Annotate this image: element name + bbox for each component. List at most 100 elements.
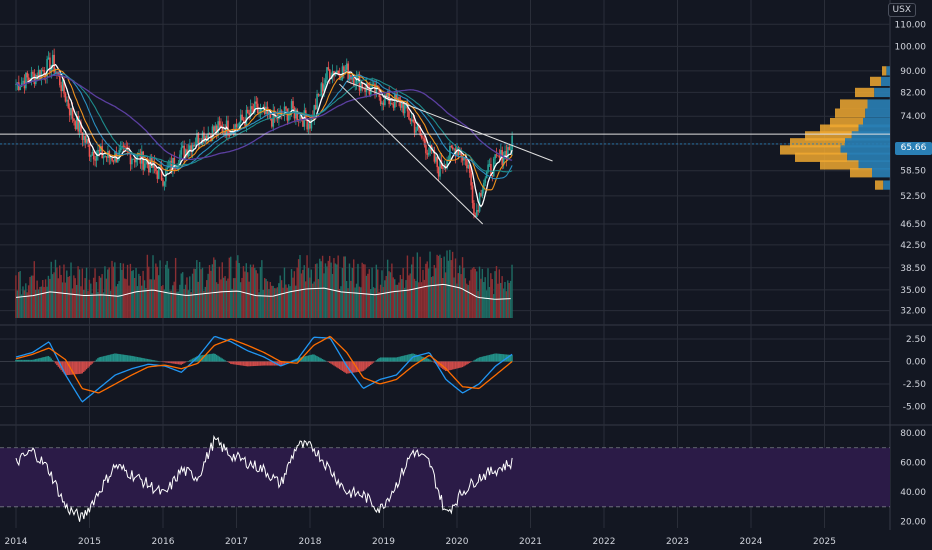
volume-bar [348,263,351,318]
candle-body [75,116,78,130]
candle-body [63,79,65,94]
candle-body [83,136,85,140]
volume-bar [263,278,266,318]
macd-histogram-bar [485,355,488,362]
macd-tick-label: -2.50 [903,380,927,390]
macd-histogram-bar [426,358,428,362]
candle-body [179,154,181,167]
volume-bar [422,269,424,318]
volume-bar [108,267,110,318]
candle-body [494,154,496,159]
candle-body [118,150,120,160]
macd-histogram-bar [386,357,389,362]
candle-body [418,124,420,129]
macd-histogram-bar [460,361,462,368]
volume-profile-bar [840,99,868,109]
macd-histogram-bar [365,361,368,369]
candle-body [408,111,410,119]
candle-body [173,157,176,169]
macd-histogram-bar [174,361,177,364]
macd-histogram-bar [364,361,366,370]
candle-body [433,150,436,162]
macd-histogram-bar [19,359,21,362]
macd-histogram-bar [508,354,510,362]
macd-histogram-bar [468,361,471,363]
candle-body [159,167,161,168]
volume-bar [139,275,141,318]
candle-body [221,126,224,133]
volume-bar [136,286,139,318]
candle-body [450,145,453,148]
macd-histogram-bar [91,361,93,364]
candle-body [300,115,303,121]
macd-histogram-bar [66,361,68,376]
volume-profile-bar [865,108,890,118]
candle-body [66,99,68,102]
candle-body [135,159,137,163]
macd-histogram-bar [456,361,458,369]
price-tick-label: 58.50 [900,167,926,177]
candle-body [306,119,308,130]
volume-profile-bar [851,131,890,141]
macd-histogram-bar [509,354,512,362]
macd-histogram-bar [40,357,43,362]
macd-histogram-bar [443,361,445,370]
macd-histogram-bar [124,354,126,362]
candle-body [252,109,255,112]
volume-bar [211,264,214,318]
candle-body [413,121,416,133]
macd-histogram-bar [377,359,379,362]
volume-bar [444,272,447,318]
macd-histogram-bar [392,357,394,362]
candle-body [327,67,330,70]
candle-body [80,122,82,133]
trendlines [0,80,890,225]
currency-button[interactable]: USX [887,3,916,17]
volume-bar [413,278,416,318]
macd-histogram-bar [184,361,187,363]
volume-bar [430,277,433,318]
volume-bar [237,255,239,318]
volume-bar [275,288,277,318]
macd-histogram-bar [18,359,20,362]
macd-histogram-bar [258,361,260,366]
candle-body [237,126,239,128]
candle-body [295,109,297,119]
macd-histogram-bar [480,356,482,362]
candle-body [416,124,419,131]
macd-histogram-bar [251,361,253,367]
macd-histogram-bar [215,354,218,362]
volume-profile [780,66,890,190]
volume-bar [206,280,208,318]
macd-histogram-bar [497,353,499,362]
volume-bar [278,283,280,318]
volume-bar [91,293,93,318]
volume-bar [368,269,370,318]
volume-bar [225,280,228,318]
candle-body [60,85,63,92]
macd-histogram-bar [36,358,38,362]
candle-body [193,145,195,147]
volume-bar [132,270,134,318]
candle-body [347,63,349,80]
volume-bar [406,255,409,318]
volume-bar [338,288,341,318]
macd-histogram-bar [474,359,476,362]
candle-body [129,153,132,165]
macd-histogram-bar [29,359,31,362]
volume-bar [98,275,100,318]
candle-body [348,74,351,80]
macd-histogram-bar [279,361,281,366]
macd-histogram-bar [334,361,337,367]
macd-histogram-bar [340,361,342,371]
volume-bar [320,261,322,318]
macd-histogram-bar [406,354,409,362]
candle-body [217,121,219,133]
macd-histogram-bar [122,354,125,362]
macd-histogram-bar [401,356,403,362]
volume-bar [261,260,263,318]
macd-histogram-bar [155,360,157,362]
macd-histogram-bar [98,357,100,362]
ma-orange-line [15,68,513,191]
candle-body [163,181,166,186]
